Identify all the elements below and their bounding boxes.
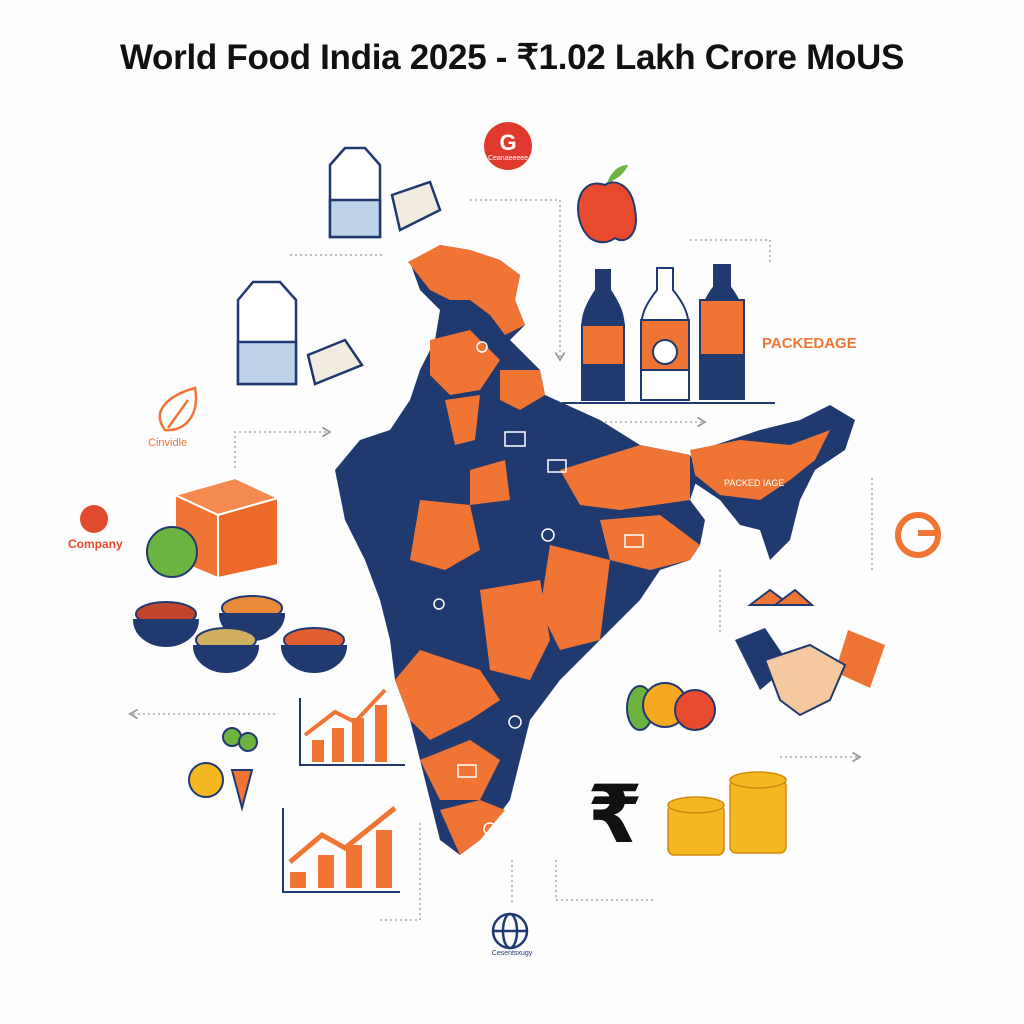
leaf-logo-label: Cinvidle (148, 437, 188, 449)
company-logo-label: Company (68, 537, 123, 551)
g-logo-icon: G (484, 122, 532, 170)
bar-chart-icon (282, 688, 405, 893)
coins-icon (667, 771, 787, 856)
milk-carton-icon (236, 146, 382, 386)
leaf-icon (158, 386, 198, 432)
globe-caption: Cesentsxugy (491, 950, 533, 957)
india-map (335, 245, 855, 855)
g-logo-icon (895, 512, 941, 558)
map-northeast-label: PACKED IAGE (724, 478, 785, 488)
apple-icon (577, 165, 637, 244)
company-logo-icon (80, 505, 108, 533)
handshake-icon (735, 628, 885, 717)
vegetable-icon (188, 727, 258, 812)
packaging-label: PACKEDAGE (762, 335, 857, 352)
green-apple-icon (146, 526, 198, 578)
page-title: World Food India 2025 - ₹1.02 Lakh Crore… (119, 38, 905, 77)
bottle-icon (562, 264, 775, 404)
cheese-icon (306, 180, 442, 386)
spice-bowl-icon (132, 595, 348, 673)
rupee-icon: ₹ (587, 768, 643, 861)
svg-text:G: G (499, 130, 516, 155)
globe-icon (491, 912, 529, 950)
scale-icon (747, 588, 815, 606)
connector-lines (128, 199, 873, 921)
fruit-icon (626, 682, 716, 731)
top-badge-label: Ceanaeeeee (487, 155, 529, 162)
